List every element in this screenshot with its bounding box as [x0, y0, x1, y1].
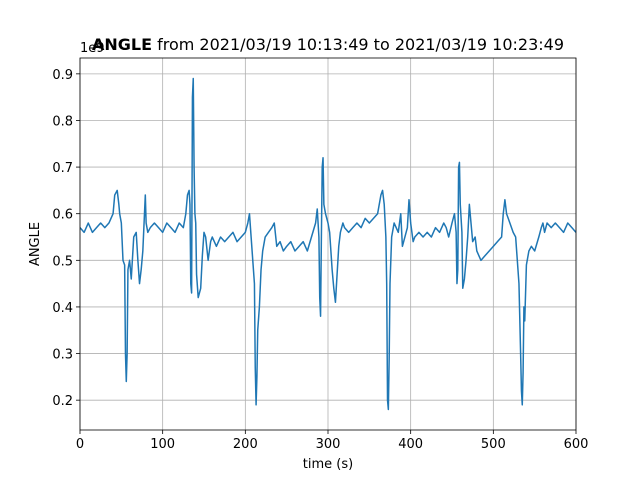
chart-title: ANGLE from 2021/03/19 10:13:49 to 2021/0…	[92, 35, 564, 54]
plot-frame	[79, 57, 577, 431]
chart-title-bold: ANGLE	[92, 35, 152, 54]
series-line	[80, 77, 576, 411]
y-tick-label: 0.8	[52, 114, 73, 129]
x-tick-label: 100	[150, 437, 175, 452]
x-tick-label: 300	[316, 437, 341, 452]
y-tick-label: 0.2	[52, 394, 73, 409]
x-tick-label: 500	[481, 437, 506, 452]
x-tick-label: 600	[564, 437, 589, 452]
y-tick-label: 0.6	[52, 208, 73, 223]
x-tick-label: 200	[233, 437, 258, 452]
x-axis-label: time (s)	[303, 457, 353, 472]
y-axis-label: ANGLE	[28, 222, 43, 266]
y-tick-label: 0.9	[52, 68, 73, 83]
y-tick-label: 0.3	[52, 348, 73, 363]
chart-title-rest: from 2021/03/19 10:13:49 to 2021/03/19 1…	[157, 35, 564, 54]
y-tick-label: 0.5	[52, 254, 73, 269]
y-tick-label: 0.4	[52, 301, 73, 316]
x-tick-label: 400	[398, 437, 423, 452]
y-offset-label: 1e9	[80, 41, 105, 56]
x-tick-label: 0	[76, 437, 84, 452]
y-tick-label: 0.7	[52, 161, 73, 176]
